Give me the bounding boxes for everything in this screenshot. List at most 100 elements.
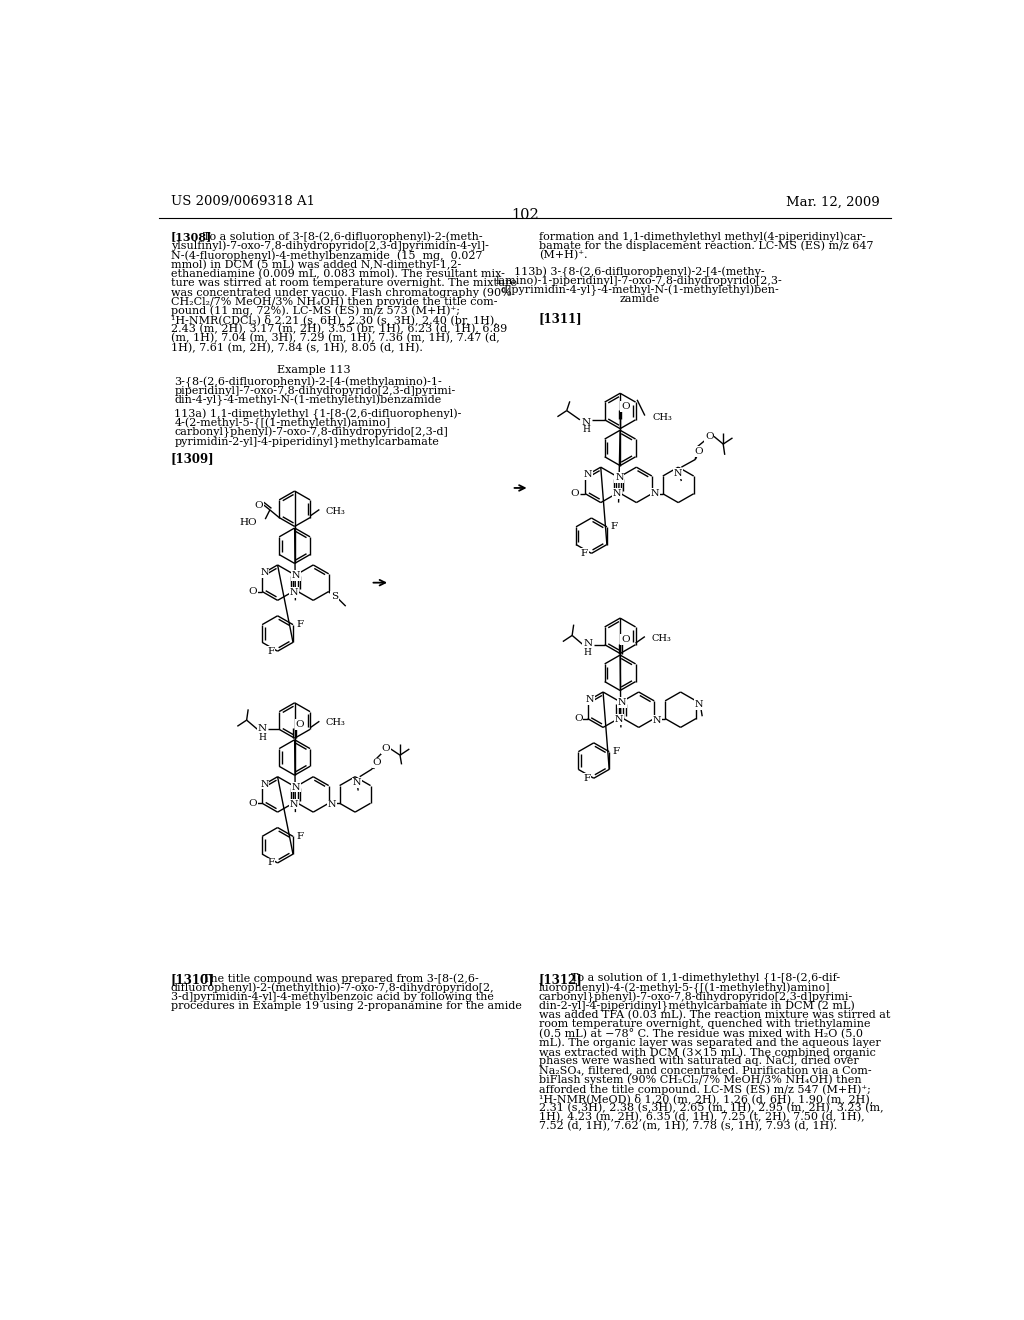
Text: carbonyl}phenyl)-7-oxo-7,8-dihydropyrido[2,3-d]pyrimi-: carbonyl}phenyl)-7-oxo-7,8-dihydropyrido… (539, 991, 853, 1003)
Text: F: F (296, 620, 303, 630)
Text: N: N (290, 800, 298, 809)
Text: (0.5 mL) at −78° C. The residue was mixed with H₂O (5.0: (0.5 mL) at −78° C. The residue was mixe… (539, 1028, 863, 1039)
Text: was added TFA (0.03 mL). The reaction mixture was stirred at: was added TFA (0.03 mL). The reaction mi… (539, 1010, 890, 1020)
Text: CH₃: CH₃ (326, 507, 345, 516)
Text: afforded the title compound. LC-MS (ES) m/z 547 (M+H)⁺;: afforded the title compound. LC-MS (ES) … (539, 1084, 870, 1094)
Text: N: N (617, 698, 626, 708)
Text: N: N (650, 490, 659, 498)
Text: F: F (267, 858, 274, 867)
Text: biFlash system (90% CH₂Cl₂/7% MeOH/3% NH₄OH) then: biFlash system (90% CH₂Cl₂/7% MeOH/3% NH… (539, 1074, 861, 1085)
Text: F: F (612, 747, 620, 756)
Text: O: O (249, 799, 257, 808)
Text: The title compound was prepared from 3-[8-(2,6-: The title compound was prepared from 3-[… (203, 973, 479, 983)
Text: O: O (574, 714, 583, 723)
Text: F: F (581, 549, 588, 558)
Text: N: N (258, 725, 266, 733)
Text: H: H (583, 425, 590, 434)
Text: F: F (296, 832, 303, 841)
Text: lamino)-1-piperidinyl]-7-oxo-7,8-dihydropyrido[2,3-: lamino)-1-piperidinyl]-7-oxo-7,8-dihydro… (496, 276, 783, 286)
Text: luorophenyl)-4-(2-methyl-5-{[(1-methylethyl)amino]: luorophenyl)-4-(2-methyl-5-{[(1-methylet… (539, 982, 830, 994)
Text: F: F (267, 647, 274, 656)
Text: [1308]: [1308] (171, 231, 212, 243)
Text: [1310]: [1310] (171, 973, 214, 986)
Text: CH₃: CH₃ (651, 634, 671, 643)
Text: din-4-yl}-4-methyl-N-(1-methylethyl)benzamide: din-4-yl}-4-methyl-N-(1-methylethyl)benz… (174, 395, 441, 407)
Text: N: N (615, 715, 624, 723)
Text: O: O (296, 719, 304, 729)
Text: 3-{8-(2,6-difluorophenyl)-2-[4-(methylamino)-1-: 3-{8-(2,6-difluorophenyl)-2-[4-(methylam… (174, 376, 442, 388)
Text: O: O (570, 490, 579, 498)
Text: ¹H-NMR(CDCl₃) δ 2.21 (s, 6H), 2.30 (s, 3H), 2.40 (br, 1H),: ¹H-NMR(CDCl₃) δ 2.21 (s, 6H), 2.30 (s, 3… (171, 314, 498, 326)
Text: N: N (586, 694, 594, 704)
Text: [1309]: [1309] (171, 453, 214, 466)
Text: CH₂Cl₂/7% MeOH/3% NH₄OH) then provide the title com-: CH₂Cl₂/7% MeOH/3% NH₄OH) then provide th… (171, 296, 497, 306)
Text: 3-d]pyrimidin-4-yl]-4-methylbenzoic acid by following the: 3-d]pyrimidin-4-yl]-4-methylbenzoic acid… (171, 991, 494, 1002)
Text: Na₂SO₄, filtered, and concentrated. Purification via a Com-: Na₂SO₄, filtered, and concentrated. Puri… (539, 1065, 871, 1076)
Text: pyrimidin-2-yl]-4-piperidinyl}methylcarbamate: pyrimidin-2-yl]-4-piperidinyl}methylcarb… (174, 437, 439, 447)
Text: din-2-yl]-4-piperidinyl}methylcarbamate in DCM (2 mL): din-2-yl]-4-piperidinyl}methylcarbamate … (539, 1001, 854, 1012)
Text: Example 113: Example 113 (278, 364, 351, 375)
Text: mL). The organic layer was separated and the aqueous layer: mL). The organic layer was separated and… (539, 1038, 881, 1048)
Text: N: N (292, 570, 300, 579)
Text: CH₃: CH₃ (326, 718, 345, 727)
Text: O: O (705, 432, 714, 441)
Text: 102: 102 (511, 209, 539, 223)
Text: N: N (260, 780, 268, 788)
Text: To a solution of 1,1-dimethylethyl {1-[8-(2,6-dif-: To a solution of 1,1-dimethylethyl {1-[8… (571, 973, 841, 985)
Text: N: N (584, 470, 592, 479)
Text: N: N (674, 469, 683, 478)
Text: N: N (260, 568, 268, 577)
Text: was concentrated under vacuo. Flash chromatography (90%: was concentrated under vacuo. Flash chro… (171, 286, 511, 297)
Text: 1H), 4.23 (m, 2H), 6.35 (d, 1H), 7.25 (t, 2H), 7.50 (d, 1H),: 1H), 4.23 (m, 2H), 6.35 (d, 1H), 7.25 (t… (539, 1111, 864, 1122)
Text: phases were washed with saturated aq. NaCl, dried over: phases were washed with saturated aq. Na… (539, 1056, 858, 1067)
Text: carbonyl}phenyl)-7-oxo-7,8-dihydropyrido[2,3-d]: carbonyl}phenyl)-7-oxo-7,8-dihydropyrido… (174, 428, 449, 438)
Text: To a solution of 3-[8-(2,6-difluorophenyl)-2-(meth-: To a solution of 3-[8-(2,6-difluoropheny… (203, 231, 482, 242)
Text: ylsulfinyl)-7-oxo-7,8-dihydropyrido[2,3-d]pyrimidin-4-yl]-: ylsulfinyl)-7-oxo-7,8-dihydropyrido[2,3-… (171, 240, 488, 251)
Text: 1H), 7.61 (m, 2H), 7.84 (s, 1H), 8.05 (d, 1H).: 1H), 7.61 (m, 2H), 7.84 (s, 1H), 8.05 (d… (171, 342, 423, 352)
Text: S: S (332, 591, 338, 601)
Text: H: H (584, 648, 592, 657)
Text: N: N (352, 779, 360, 787)
Text: [1311]: [1311] (539, 313, 583, 326)
Text: HO: HO (240, 517, 257, 527)
Text: 2.43 (m, 2H), 3.17 (m, 2H), 3.55 (br, 1H), 6.23 (d, 1H), 6.89: 2.43 (m, 2H), 3.17 (m, 2H), 3.55 (br, 1H… (171, 323, 507, 334)
Text: Mar. 12, 2009: Mar. 12, 2009 (786, 195, 880, 209)
Text: H: H (258, 733, 266, 742)
Text: US 2009/0069318 A1: US 2009/0069318 A1 (171, 195, 314, 209)
Text: N: N (582, 417, 591, 426)
Text: (M+H)⁺.: (M+H)⁺. (539, 249, 587, 260)
Text: 2.31 (s,3H), 2.38 (s,3H), 2.65 (m, 1H), 2.95 (m, 2H), 3.23 (m,: 2.31 (s,3H), 2.38 (s,3H), 2.65 (m, 1H), … (539, 1102, 884, 1113)
Text: O: O (373, 759, 381, 767)
Text: ethanediamine (0.009 mL, 0.083 mmol). The resultant mix-: ethanediamine (0.009 mL, 0.083 mmol). Th… (171, 268, 505, 279)
Text: procedures in Example 19 using 2-propanamine for the amide: procedures in Example 19 using 2-propana… (171, 1001, 521, 1011)
Text: was extracted with DCM (3×15 mL). The combined organic: was extracted with DCM (3×15 mL). The co… (539, 1047, 876, 1057)
Text: bamate for the displacement reaction. LC-MS (ES) m/z 647: bamate for the displacement reaction. LC… (539, 240, 873, 251)
Text: O: O (382, 744, 390, 754)
Text: N: N (290, 587, 298, 597)
Text: N: N (583, 639, 592, 648)
Text: N: N (328, 800, 336, 809)
Text: O: O (622, 401, 630, 411)
Text: ture was stirred at room temperature overnight. The mixture: ture was stirred at room temperature ove… (171, 277, 517, 288)
Text: O: O (255, 500, 263, 510)
Text: F: F (584, 774, 591, 783)
Text: ¹H-NMR(MeOD) δ 1.20 (m, 2H), 1.26 (d, 6H), 1.90 (m, 2H),: ¹H-NMR(MeOD) δ 1.20 (m, 2H), 1.26 (d, 6H… (539, 1093, 873, 1104)
Text: mmol) in DCM (5 mL) was added N,N-dimethyl-1,2-: mmol) in DCM (5 mL) was added N,N-dimeth… (171, 259, 461, 269)
Text: d]pyrimidin-4-yl}-4-methyl-N-(1-methylethyl)ben-: d]pyrimidin-4-yl}-4-methyl-N-(1-methylet… (500, 285, 779, 296)
Text: N: N (612, 490, 622, 498)
Text: N: N (653, 715, 662, 725)
Text: 4-(2-methyl-5-{[(1-methylethyl)amino]: 4-(2-methyl-5-{[(1-methylethyl)amino] (174, 418, 391, 429)
Text: F: F (610, 523, 617, 532)
Text: 113b) 3-{8-(2,6-difluorophenyl)-2-[4-(methy-: 113b) 3-{8-(2,6-difluorophenyl)-2-[4-(me… (514, 267, 765, 277)
Text: O: O (694, 447, 702, 457)
Text: CH₃: CH₃ (652, 413, 673, 421)
Text: difluorophenyl)-2-(methylthio)-7-oxo-7,8-dihydropyrido[2,: difluorophenyl)-2-(methylthio)-7-oxo-7,8… (171, 982, 495, 993)
Text: pound (11 mg, 72%). LC-MS (ES) m/z 573 (M+H)⁺;: pound (11 mg, 72%). LC-MS (ES) m/z 573 (… (171, 305, 460, 315)
Text: zamide: zamide (620, 294, 659, 304)
Text: room temperature overnight, quenched with triethylamine: room temperature overnight, quenched wit… (539, 1019, 870, 1030)
Text: 113a) 1,1-dimethylethyl {1-[8-(2,6-difluorophenyl)-: 113a) 1,1-dimethylethyl {1-[8-(2,6-diflu… (174, 409, 462, 420)
Text: N: N (695, 700, 703, 709)
Text: O: O (249, 587, 257, 597)
Text: piperidinyl]-7-oxo-7,8-dihydropyrido[2,3-d]pyrimi-: piperidinyl]-7-oxo-7,8-dihydropyrido[2,3… (174, 385, 456, 396)
Text: 7.52 (d, 1H), 7.62 (m, 1H), 7.78 (s, 1H), 7.93 (d, 1H).: 7.52 (d, 1H), 7.62 (m, 1H), 7.78 (s, 1H)… (539, 1121, 837, 1131)
